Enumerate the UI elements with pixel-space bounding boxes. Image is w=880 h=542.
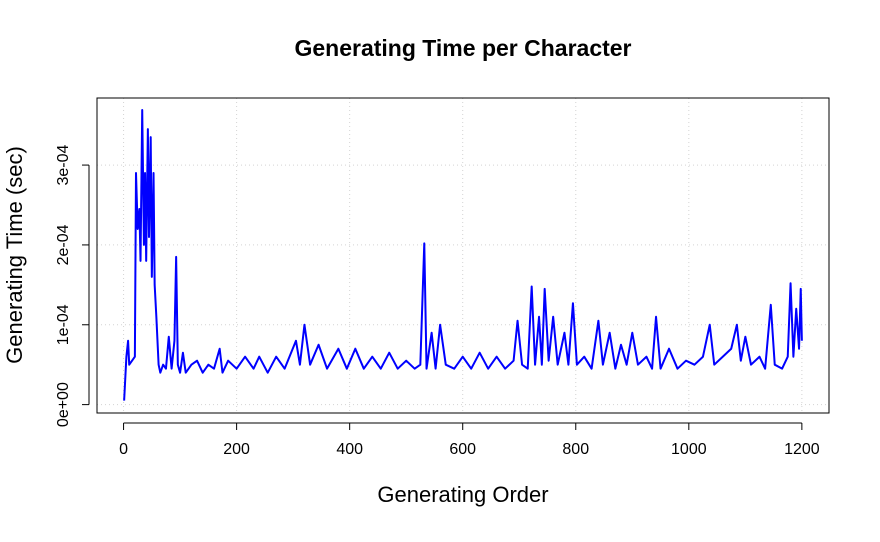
x-tick-label: 800 bbox=[562, 441, 589, 458]
y-axis-label: Generating Time (sec) bbox=[2, 146, 27, 364]
plot-frame bbox=[96, 97, 830, 414]
x-tick-label: 0 bbox=[119, 441, 128, 458]
x-tick-label: 1000 bbox=[671, 441, 707, 458]
x-tick-label: 600 bbox=[449, 441, 476, 458]
x-tick-label: 400 bbox=[336, 441, 363, 458]
y-tick-label: 3e-04 bbox=[55, 145, 72, 186]
y-tick-label: 0e+00 bbox=[55, 382, 72, 427]
x-axis-label: Generating Order bbox=[377, 482, 548, 507]
y-tick-label: 1e-04 bbox=[55, 304, 72, 345]
chart-title: Generating Time per Character bbox=[294, 35, 631, 61]
x-tick-label: 200 bbox=[223, 441, 250, 458]
x-tick-label: 1200 bbox=[784, 441, 820, 458]
data-line bbox=[123, 108, 803, 401]
y-tick-label: 2e-04 bbox=[55, 224, 72, 265]
